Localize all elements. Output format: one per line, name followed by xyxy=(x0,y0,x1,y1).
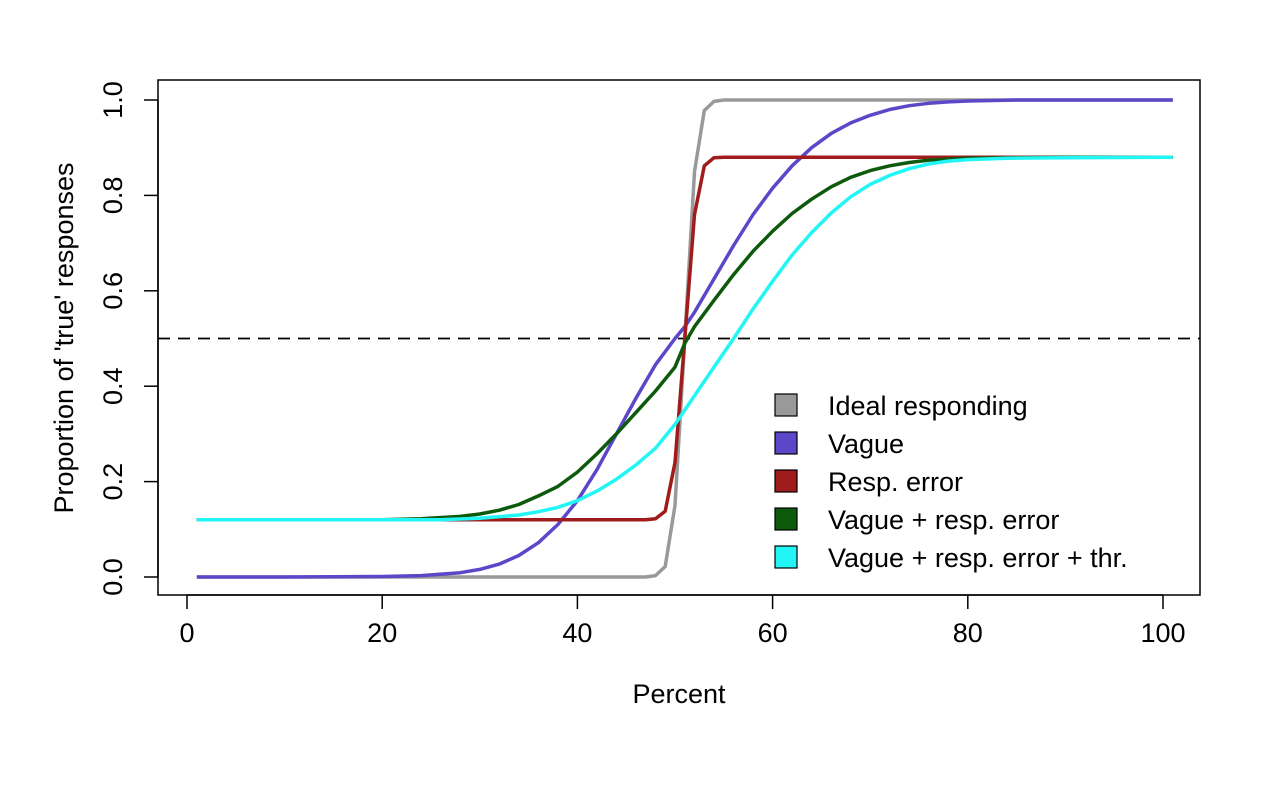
x-tick-label: 20 xyxy=(367,618,397,648)
x-axis-label: Percent xyxy=(632,679,726,709)
legend-swatch xyxy=(774,469,798,493)
legend-swatch xyxy=(774,431,798,455)
legend-swatch xyxy=(774,507,798,531)
series-line-5 xyxy=(196,155,1173,522)
y-tick-label: 0.8 xyxy=(98,177,128,215)
legend-swatch xyxy=(774,545,798,569)
y-axis-label: Proportion of 'true' responses xyxy=(49,163,79,514)
y-tick-label: 0.4 xyxy=(98,367,128,405)
x-tick-label: 60 xyxy=(758,618,788,648)
legend-label: Resp. error xyxy=(828,467,963,497)
x-tick-label: 40 xyxy=(562,618,592,648)
series-line-4 xyxy=(196,155,1173,522)
x-tick-label: 100 xyxy=(1140,618,1185,648)
y-tick-label: 0.6 xyxy=(98,272,128,310)
legend-label: Vague + resp. error xyxy=(828,505,1059,535)
y-axis: 0.0 0.2 0.4 0.6 0.8 1.0 xyxy=(98,81,159,596)
y-tick-label: 0.0 xyxy=(98,558,128,596)
y-tick-label: 1.0 xyxy=(98,81,128,119)
legend-label: Ideal responding xyxy=(828,391,1028,421)
x-axis: 0 20 40 60 80 100 xyxy=(179,594,1186,648)
series-line-2 xyxy=(196,98,1173,579)
y-tick-label: 0.2 xyxy=(98,463,128,501)
x-tick-label: 80 xyxy=(953,618,983,648)
x-tick-label: 0 xyxy=(179,618,194,648)
legend-label: Vague + resp. error + thr. xyxy=(828,543,1128,573)
series-line-3 xyxy=(196,155,1173,522)
legend-label: Vague xyxy=(828,429,904,459)
legend: Ideal responding Vague Resp. error Vague + … xyxy=(774,391,1128,573)
legend-swatch xyxy=(774,393,798,417)
series-layer xyxy=(196,98,1173,579)
